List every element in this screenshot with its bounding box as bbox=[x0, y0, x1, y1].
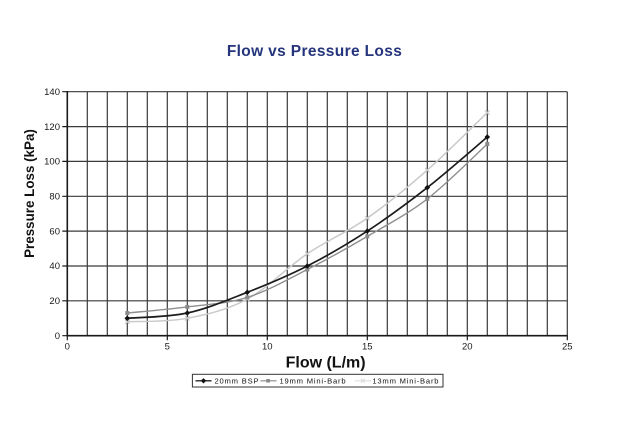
svg-text:5: 5 bbox=[165, 342, 170, 353]
svg-text:60: 60 bbox=[49, 226, 60, 237]
svg-text:100: 100 bbox=[44, 157, 60, 168]
svg-text:Pressure Loss (kPa): Pressure Loss (kPa) bbox=[22, 129, 37, 258]
svg-text:10: 10 bbox=[262, 342, 273, 353]
svg-text:20: 20 bbox=[462, 342, 473, 353]
svg-text:120: 120 bbox=[44, 122, 60, 133]
svg-text:Flow (L/m): Flow (L/m) bbox=[286, 355, 366, 372]
svg-text:40: 40 bbox=[49, 261, 60, 272]
svg-text:15: 15 bbox=[362, 342, 373, 353]
svg-text:20mm BSP: 20mm BSP bbox=[215, 377, 260, 386]
svg-text:13mm Mini-Barb: 13mm Mini-Barb bbox=[372, 377, 439, 386]
svg-text:20: 20 bbox=[49, 296, 60, 307]
svg-text:0: 0 bbox=[55, 331, 60, 342]
svg-text:25: 25 bbox=[562, 342, 573, 353]
svg-text:140: 140 bbox=[44, 87, 60, 98]
svg-text:19mm Mini-Barb: 19mm Mini-Barb bbox=[280, 377, 347, 386]
svg-text:80: 80 bbox=[49, 192, 60, 203]
svg-text:0: 0 bbox=[65, 342, 70, 353]
